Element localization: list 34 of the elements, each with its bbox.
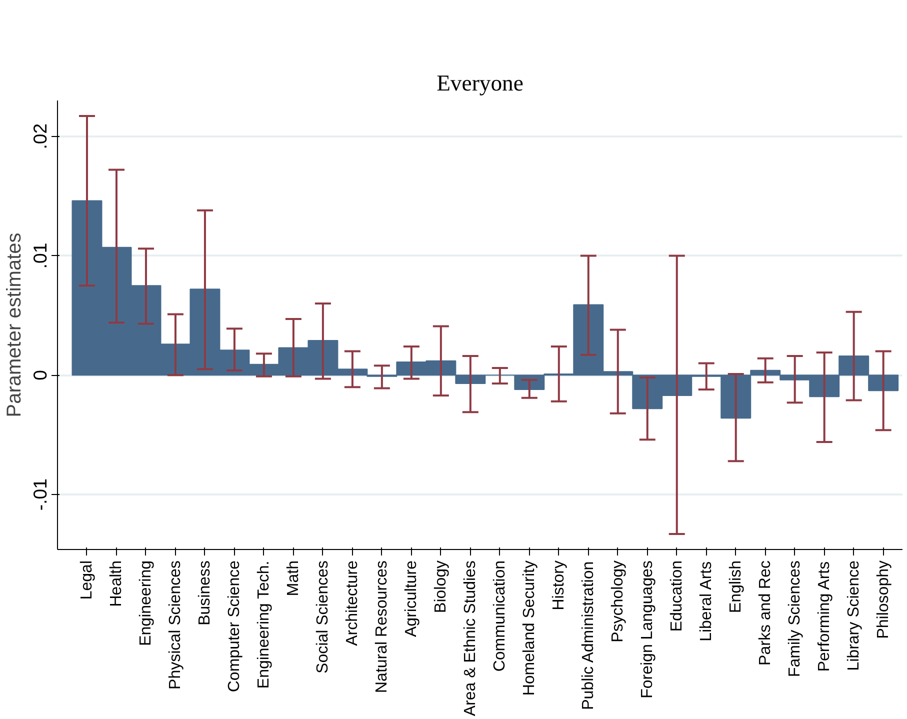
x-tick-label: Physical Sciences [166, 560, 184, 690]
x-tick-label: Parks and Rec [756, 560, 774, 666]
x-tick-label: Education [668, 560, 686, 632]
x-tick-label: Computer Science [226, 560, 243, 692]
x-tick-label: Natural Resources [373, 560, 390, 693]
x-tick-label: Architecture [344, 560, 361, 646]
x-tick-label: Liberal Arts [698, 561, 715, 642]
x-tick-label: Legal [78, 560, 96, 600]
x-tick-label: Engineering Tech. [255, 560, 272, 689]
x-tick-label: Performing Arts [816, 561, 833, 672]
x-tick-label: English [727, 560, 744, 613]
x-tick-label: Agriculture [402, 560, 420, 637]
x-tick-label: Social Sciences [314, 560, 332, 674]
x-tick-label: Library Science [845, 560, 862, 671]
x-tick-label: Engineering [137, 560, 154, 646]
y-tick-label: .02 [30, 123, 50, 150]
x-tick-label: Biology [432, 560, 450, 613]
y-tick-label: -.01 [30, 478, 50, 511]
x-tick-label: History [550, 560, 568, 610]
y-axis-title: Parameter estimates [4, 232, 26, 418]
x-tick-label: Philosophy [874, 560, 892, 639]
x-tick-label: Math [284, 560, 302, 596]
x-tick-label: Communication [491, 560, 508, 672]
x-tick-label: Business [196, 560, 214, 626]
y-tick-label: 0 [30, 370, 50, 380]
x-tick-label: Foreign Languages [638, 560, 656, 698]
x-tick-label: Psychology [609, 560, 626, 642]
x-tick-label: Family Sciences [786, 560, 804, 677]
x-tick-label: Public Administration [580, 561, 597, 710]
x-tick-label: Area & Ethnic Studies [462, 560, 479, 716]
y-tick-label: .01 [30, 242, 50, 269]
x-tick-label: Health [108, 560, 125, 607]
x-tick-label: Homeland Security [520, 560, 538, 696]
chart-title: Everyone [436, 70, 524, 96]
